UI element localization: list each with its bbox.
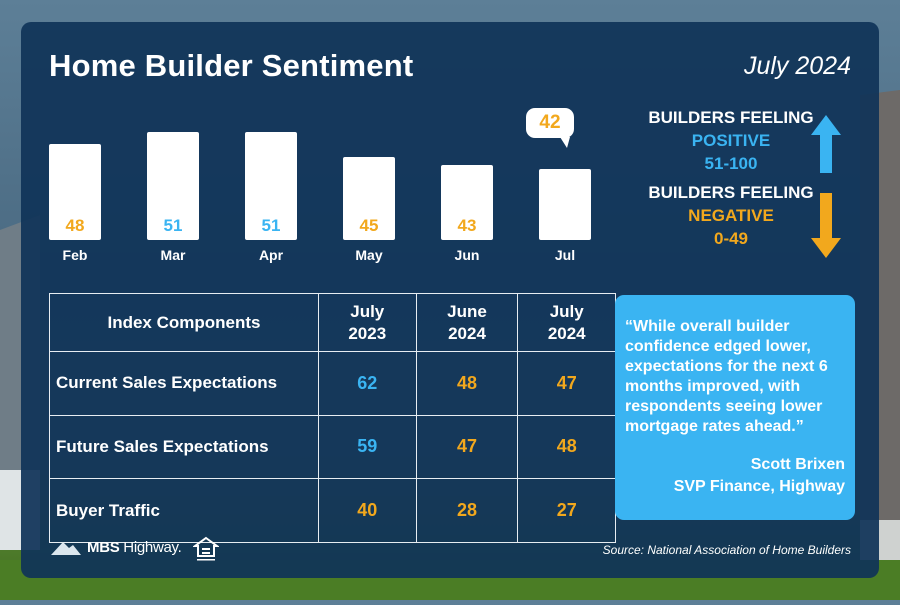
- sentiment-bar-chart: 48 Feb 51 Mar 51 Apr 45 May 43 Jun 42 Jul: [41, 107, 601, 282]
- table-cell: 59: [318, 414, 417, 480]
- category-label: Feb: [62, 247, 88, 263]
- bar-apr: [245, 131, 297, 240]
- bar-feb: [49, 144, 101, 240]
- logo-text-rest: Highway.: [119, 539, 182, 556]
- legend: BUILDERS FEELING POSITIVE 51-100 BUILDER…: [631, 108, 831, 249]
- table-cell: 27: [517, 478, 616, 543]
- highlight-bubble: 42: [526, 107, 574, 138]
- table-header-label: Index Components: [49, 293, 319, 352]
- bar-jun: [441, 164, 493, 240]
- row-label: Buyer Traffic: [49, 478, 319, 543]
- arrow-down-icon: [811, 193, 841, 258]
- table-cell: 28: [415, 478, 519, 543]
- index-components-table: Index Components July 2023 June 2024 July 2…: [49, 293, 616, 543]
- mountain-logo-icon: [51, 541, 81, 555]
- table-row: Future Sales Expectations 59 47 48: [49, 414, 616, 480]
- bar-value-label: 48: [65, 216, 85, 235]
- table-cell: 48: [517, 414, 616, 480]
- table-cell: 48: [415, 351, 519, 416]
- bar-mar: [147, 131, 199, 240]
- legend-negative-range: 0-49: [713, 229, 749, 248]
- page-title: Home Builder Sentiment: [49, 48, 414, 83]
- infographic-card: Home Builder Sentiment July 2024 48 Feb 51…: [21, 22, 879, 578]
- table-cell: 47: [415, 414, 519, 480]
- report-date: July 2024: [743, 52, 851, 80]
- table-row: Current Sales Expectations 62 48 47: [49, 351, 616, 416]
- table-col-header: June 2024: [415, 293, 519, 352]
- legend-negative-heading: BUILDERS FEELING: [648, 183, 814, 202]
- legend-negative-word: NEGATIVE: [688, 206, 774, 225]
- bar-value-label: 51: [163, 216, 183, 235]
- source-note: Source: National Association of Home Bui…: [602, 543, 851, 557]
- quote-text: “While overall builder confidence edged …: [625, 318, 828, 435]
- table-header-row: Index Components July 2023 June 2024 July 2…: [49, 293, 616, 352]
- quote-box: “While overall builder confidence edged …: [615, 295, 855, 520]
- quote-author-role: SVP Finance, Highway: [673, 478, 845, 495]
- table-cell: 40: [318, 478, 417, 543]
- category-label: Apr: [258, 247, 284, 263]
- category-label: Mar: [160, 247, 186, 263]
- legend-positive-heading: BUILDERS FEELING: [648, 108, 814, 127]
- bar-may: [343, 156, 395, 240]
- table-cell: 47: [517, 351, 616, 416]
- mbs-highway-logo: MBS Highway.: [51, 539, 182, 556]
- quote-author: Scott Brixen: [750, 456, 845, 473]
- legend-positive-word: POSITIVE: [691, 131, 771, 150]
- equal-housing-icon: [193, 536, 219, 561]
- table-col-header: July 2023: [318, 293, 417, 352]
- arrow-up-icon: [811, 115, 841, 173]
- row-label: Current Sales Expectations: [49, 351, 319, 416]
- bar-value-label: 43: [457, 216, 477, 235]
- bar-value-label: 51: [261, 216, 281, 235]
- row-label: Future Sales Expectations: [49, 414, 319, 480]
- bar-value-label: 45: [359, 216, 379, 235]
- category-label: Jun: [454, 247, 480, 263]
- bar-jul: [539, 168, 591, 240]
- table-col-header: July 2024: [517, 293, 616, 352]
- category-label: May: [355, 247, 383, 263]
- table-row: Buyer Traffic 40 28 27: [49, 478, 616, 543]
- legend-positive-range: 51-100: [704, 154, 758, 173]
- bubble-tail: [560, 136, 570, 148]
- table-cell: 62: [318, 351, 417, 416]
- category-label: Jul: [554, 247, 576, 263]
- logo-text-bold: MBS: [87, 539, 120, 556]
